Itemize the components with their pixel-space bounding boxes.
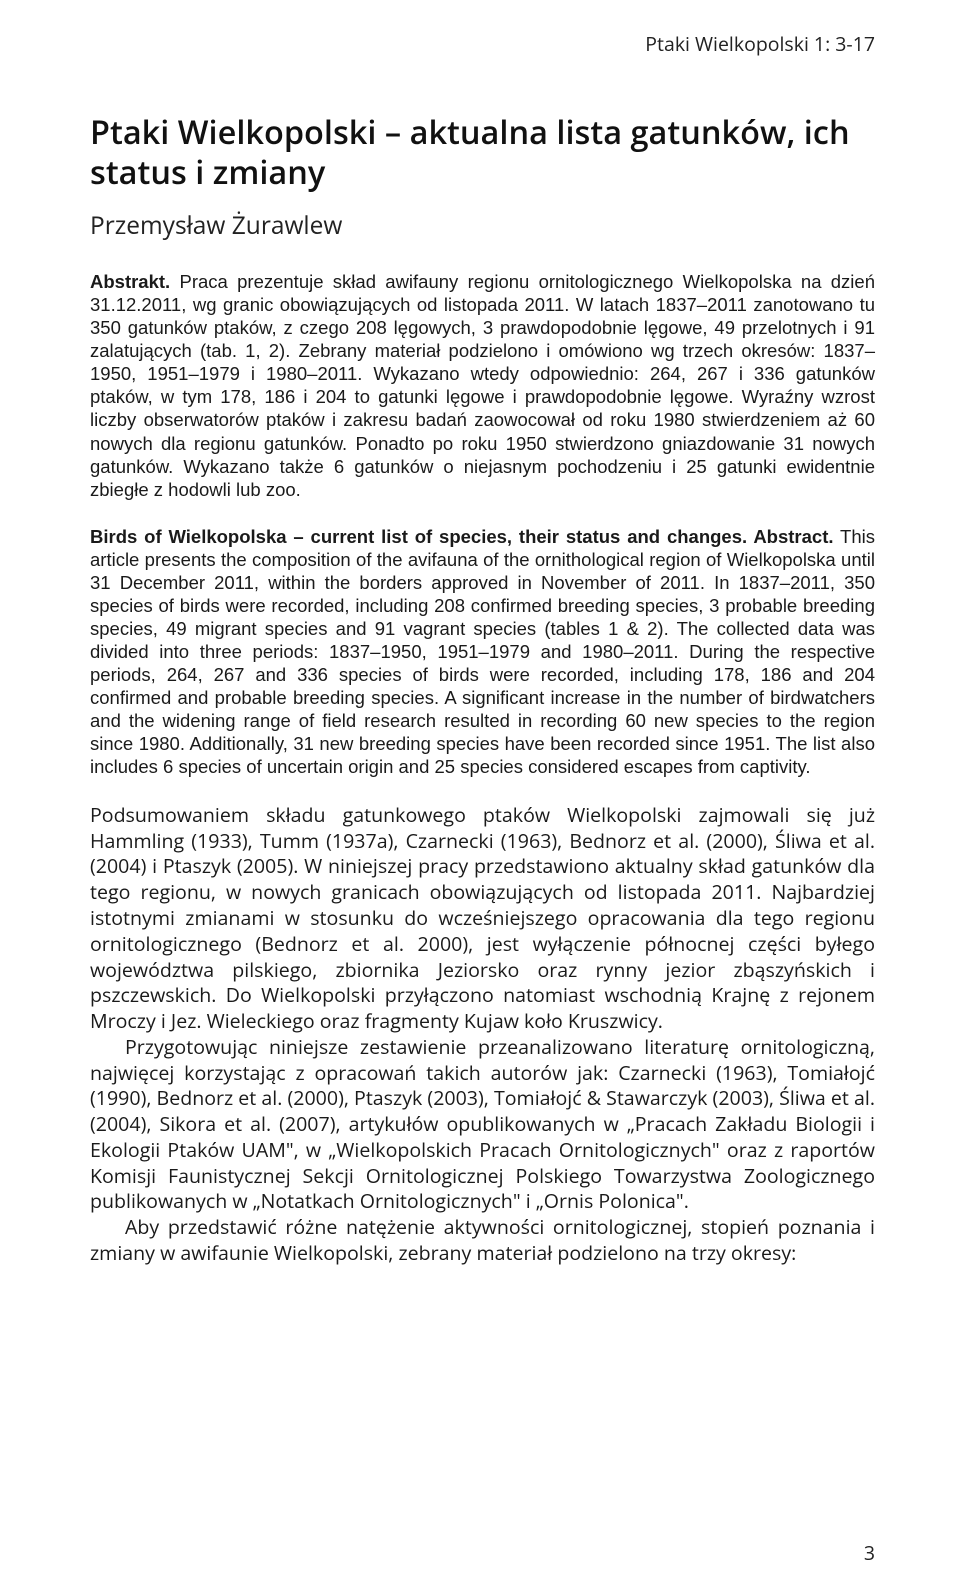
- abstract-english: Birds of Wielkopolska – current list of …: [90, 525, 875, 778]
- abstract-polish-lead: Abstrakt.: [90, 271, 170, 292]
- body-paragraph-2: Przygotowując niniejsze zestawienie prze…: [90, 1034, 875, 1214]
- abstract-polish: Abstrakt. Praca prezentuje skład awifaun…: [90, 270, 875, 500]
- article-title: Ptaki Wielkopolski – aktualna lista gatu…: [90, 112, 875, 191]
- body-paragraph-1: Podsumowaniem składu gatunkowego ptaków …: [90, 802, 875, 1034]
- article-page: Ptaki Wielkopolski 1: 3-17 Ptaki Wielkop…: [0, 0, 960, 1590]
- article-author: Przemysław Żurawlew: [90, 209, 875, 242]
- page-number: 3: [864, 1539, 875, 1566]
- body-paragraph-3: Aby przedstawić różne natężenie aktywnoś…: [90, 1214, 875, 1266]
- running-header: Ptaki Wielkopolski 1: 3-17: [90, 30, 875, 57]
- abstract-polish-text: Praca prezentuje skład awifauny regionu …: [90, 271, 875, 499]
- abstract-english-text: This article presents the composition of…: [90, 526, 875, 777]
- abstract-english-lead: Birds of Wielkopolska – current list of …: [90, 526, 834, 547]
